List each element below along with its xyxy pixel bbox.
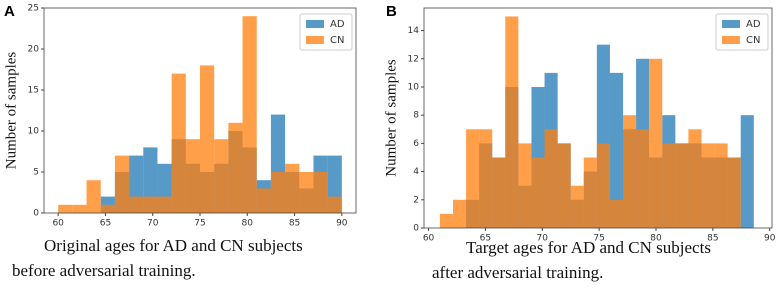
bar — [171, 73, 186, 213]
bar — [72, 204, 87, 213]
y-tick-label: 5 — [33, 168, 39, 178]
bar — [58, 204, 73, 213]
bar — [714, 143, 728, 228]
bar — [327, 196, 342, 213]
y-tick-label: 15 — [28, 86, 39, 96]
legend-label: CN — [746, 35, 760, 46]
caption-line: after adversarial training. — [432, 263, 603, 282]
bar — [636, 129, 650, 228]
panel-label: A — [4, 3, 15, 20]
y-tick-label: 20 — [28, 45, 40, 55]
bar — [228, 122, 243, 213]
bar — [609, 199, 624, 228]
bar — [701, 143, 715, 228]
x-tick-label: 85 — [707, 234, 718, 244]
bar — [143, 196, 158, 213]
legend-label: AD — [330, 19, 345, 30]
x-tick-label: 80 — [242, 219, 254, 229]
y-tick-label: 0 — [33, 209, 39, 219]
bar — [531, 157, 545, 228]
bar — [200, 65, 215, 214]
x-tick-label: 80 — [650, 234, 662, 244]
y-tick-label: 2 — [413, 195, 419, 205]
y-tick-label: 10 — [408, 82, 420, 92]
x-tick-label: 90 — [764, 234, 776, 244]
bar — [129, 196, 144, 213]
legend-swatch — [722, 20, 740, 28]
bar — [583, 157, 597, 228]
x-tick-label: 70 — [147, 219, 159, 229]
y-tick-label: 6 — [413, 139, 419, 149]
x-tick-label: 65 — [100, 219, 111, 229]
bar — [518, 143, 532, 228]
legend-swatch — [722, 36, 740, 44]
y-tick-label: 25 — [28, 4, 39, 14]
bar — [185, 139, 200, 213]
caption-line: Target ages for AD and CN subjects — [466, 238, 711, 257]
y-tick-label: 12 — [408, 54, 419, 64]
bar — [270, 172, 286, 213]
bar — [544, 129, 558, 228]
bar — [285, 163, 300, 213]
bar — [662, 143, 676, 228]
legend-swatch — [306, 36, 324, 44]
bar — [609, 72, 624, 228]
x-tick-label: 90 — [336, 219, 348, 229]
x-tick-label: 75 — [194, 219, 205, 229]
bar — [492, 157, 506, 228]
y-tick-label: 14 — [408, 26, 420, 36]
bar — [557, 143, 571, 228]
x-tick-label: 70 — [537, 234, 549, 244]
bar — [157, 196, 172, 213]
legend-swatch — [306, 20, 324, 28]
bar — [466, 129, 480, 228]
bar — [242, 16, 257, 214]
y-tick-label: 10 — [28, 127, 40, 137]
bar — [649, 58, 663, 229]
x-tick-label: 60 — [423, 234, 435, 244]
x-tick-label: 60 — [52, 219, 64, 229]
bar — [100, 204, 115, 213]
panel-label: B — [386, 3, 397, 20]
bar — [675, 143, 689, 228]
y-tick-label: 4 — [413, 167, 419, 177]
bar — [299, 172, 314, 213]
x-tick-label: 65 — [480, 234, 491, 244]
bar — [505, 16, 519, 229]
bar — [256, 188, 271, 213]
y-axis-label: Number of samples — [3, 52, 19, 170]
bar — [86, 180, 101, 213]
bar — [479, 129, 493, 228]
bar — [596, 143, 610, 228]
bar — [688, 129, 702, 228]
caption-line: Original ages for AD and CN subjects — [44, 236, 303, 255]
plot-frame — [423, 7, 773, 229]
legend-label: AD — [746, 19, 761, 30]
bar — [623, 115, 637, 228]
bar — [740, 115, 754, 228]
bar — [214, 139, 229, 213]
y-tick-label: 0 — [413, 224, 419, 234]
x-tick-label: 75 — [593, 234, 604, 244]
caption-line: before adversarial training. — [12, 261, 196, 280]
bar — [727, 157, 741, 228]
legend-label: CN — [330, 35, 344, 46]
bar — [453, 199, 467, 228]
bar — [313, 172, 328, 213]
x-tick-label: 85 — [289, 219, 300, 229]
bar — [439, 213, 453, 228]
bar — [570, 185, 584, 228]
y-tick-label: 8 — [413, 111, 419, 121]
y-axis-label: Number of samples — [383, 59, 399, 177]
bar — [114, 155, 130, 213]
